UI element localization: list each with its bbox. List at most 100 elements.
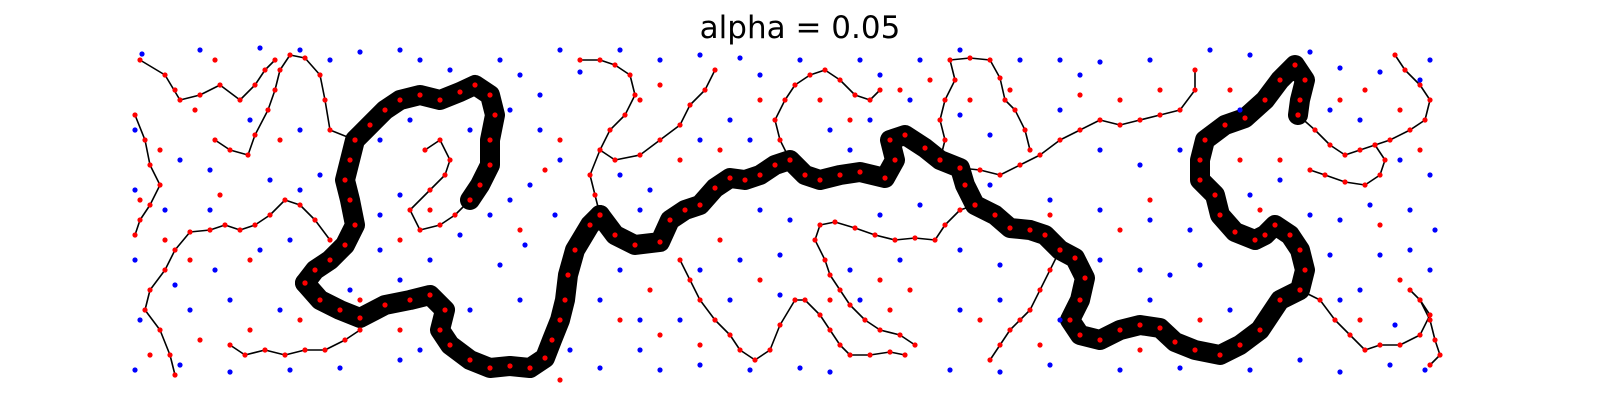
- other-node: [1247, 367, 1253, 373]
- tree-node: [177, 97, 183, 103]
- tree-node: [1397, 107, 1403, 113]
- tree-node: [697, 202, 703, 208]
- other-node: [797, 365, 803, 371]
- other-node: [1147, 297, 1153, 303]
- other-node: [657, 367, 663, 373]
- tree-node: [647, 287, 653, 293]
- other-node: [1097, 147, 1103, 153]
- tree-node: [1077, 332, 1083, 338]
- tree-node: [1027, 147, 1033, 153]
- other-node: [777, 252, 783, 258]
- tree-node: [737, 347, 743, 353]
- other-node: [957, 307, 963, 313]
- other-node: [1397, 157, 1403, 163]
- tree-node: [997, 342, 1003, 348]
- other-node: [377, 137, 383, 143]
- tree-node: [322, 97, 328, 103]
- other-node: [637, 347, 643, 353]
- tree-node: [272, 87, 278, 93]
- other-node: [377, 247, 383, 253]
- tree-node: [777, 322, 783, 328]
- other-node: [597, 365, 603, 371]
- other-node: [997, 262, 1003, 268]
- tree-node: [277, 67, 283, 73]
- tree-node: [1417, 147, 1423, 153]
- other-node: [597, 297, 603, 303]
- other-node: [427, 257, 433, 263]
- other-node: [1307, 212, 1313, 218]
- other-node: [457, 232, 463, 238]
- tree-node: [807, 72, 813, 78]
- other-node: [737, 257, 743, 263]
- tree-node: [1377, 172, 1383, 178]
- other-node: [177, 362, 183, 368]
- tree-node: [1237, 157, 1243, 163]
- other-node: [1077, 72, 1083, 78]
- tree-node: [207, 227, 213, 233]
- tree-node: [827, 327, 833, 333]
- other-node: [447, 67, 453, 73]
- tree-node: [452, 212, 458, 218]
- other-node: [1367, 202, 1373, 208]
- other-node: [827, 127, 833, 133]
- tree-node: [1057, 247, 1063, 253]
- tree-node: [937, 157, 943, 163]
- tree-node: [197, 337, 203, 343]
- tree-node: [1017, 162, 1023, 168]
- tree-node: [882, 175, 888, 181]
- tree-node: [242, 352, 248, 358]
- tree-node: [342, 242, 348, 248]
- tree-node: [427, 207, 433, 213]
- tree-node: [757, 172, 763, 178]
- tree-node: [487, 137, 493, 143]
- tree-node: [212, 137, 218, 143]
- tree-node: [942, 137, 948, 143]
- tree-node: [252, 222, 258, 228]
- tree-node: [1407, 287, 1413, 293]
- tree-node: [1037, 287, 1043, 293]
- tree-node: [802, 172, 808, 178]
- tree-node: [142, 137, 148, 143]
- tree-node: [1262, 97, 1268, 103]
- edge-center-top-branch2: [599, 69, 716, 161]
- tree-node: [542, 167, 548, 173]
- tree-node: [247, 327, 253, 333]
- other-node: [297, 47, 303, 53]
- tree-node: [437, 222, 443, 228]
- tree-node: [1377, 342, 1383, 348]
- edge-center-top-branch: [579, 59, 636, 216]
- tree-node: [702, 87, 708, 93]
- tree-node: [832, 219, 838, 225]
- tree-node: [712, 67, 718, 73]
- tree-node: [457, 89, 463, 95]
- tree-node: [837, 342, 843, 348]
- tree-node: [1217, 352, 1223, 358]
- other-node: [397, 192, 403, 198]
- tree-node: [1117, 122, 1123, 128]
- tree-node: [902, 132, 908, 138]
- tree-node: [217, 82, 223, 88]
- tree-node: [852, 225, 858, 231]
- other-node: [517, 72, 523, 78]
- other-node: [377, 212, 383, 218]
- tree-node: [197, 92, 203, 98]
- tree-node: [487, 92, 493, 98]
- tree-node: [1327, 142, 1333, 148]
- tree-node: [357, 315, 363, 321]
- tree-node: [847, 352, 853, 358]
- tree-node: [1377, 222, 1383, 228]
- other-node: [227, 369, 233, 375]
- other-node: [997, 369, 1003, 375]
- other-node: [1377, 69, 1383, 75]
- other-node: [1357, 117, 1363, 123]
- tree-node: [1392, 52, 1398, 58]
- other-node: [507, 107, 513, 113]
- tree-node: [277, 137, 283, 143]
- tree-node: [237, 227, 243, 233]
- edge-center-lower-branch: [814, 204, 976, 346]
- tree-node: [1432, 337, 1438, 343]
- tree-node: [1277, 297, 1283, 303]
- tree-node: [1137, 322, 1143, 328]
- tree-node: [592, 192, 598, 198]
- other-node: [1407, 207, 1413, 213]
